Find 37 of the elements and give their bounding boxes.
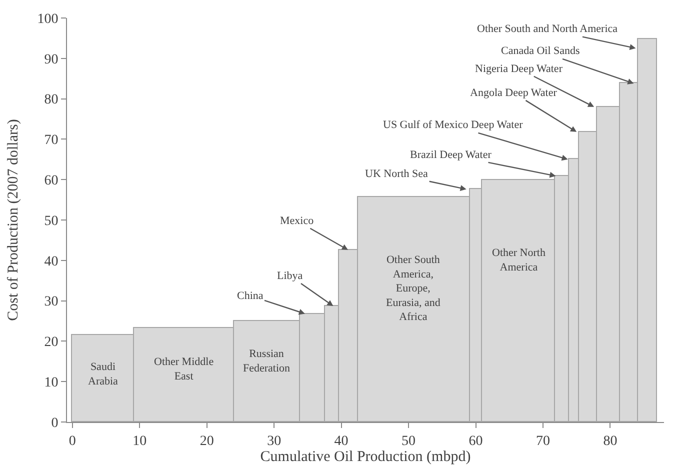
x-tick-label: 70 bbox=[536, 434, 550, 449]
y-tick-label: 80 bbox=[44, 92, 58, 108]
annotation: UK North Sea bbox=[365, 168, 428, 180]
y-tick-label: 30 bbox=[44, 294, 58, 310]
y-tick-label: 0 bbox=[51, 416, 58, 431]
x-tick-label: 40 bbox=[334, 434, 348, 449]
annotation: Other Middle East bbox=[154, 356, 214, 382]
x-axis-title: Cumulative Oil Production (mbpd) bbox=[260, 448, 471, 465]
annotation: Angola Deep Water bbox=[470, 87, 558, 99]
annotation: Canada Oil Sands bbox=[501, 45, 580, 57]
y-tick-label: 40 bbox=[44, 254, 58, 270]
y-tick-label: 70 bbox=[44, 133, 58, 148]
annotation: Brazil Deep Water bbox=[410, 149, 492, 161]
x-tick-label: 80 bbox=[603, 434, 618, 449]
annotation: Other South and North America bbox=[477, 23, 618, 35]
y-tick-label: 100 bbox=[37, 12, 58, 27]
annotation: Russian Federation bbox=[243, 348, 291, 374]
x-tick-label: 0 bbox=[68, 434, 76, 449]
x-tick-label: 60 bbox=[468, 434, 483, 449]
y-axis-title: Cost of Production (2007 dollars) bbox=[5, 119, 22, 321]
y-tick-label: 50 bbox=[44, 214, 58, 229]
y-tick-label: 20 bbox=[44, 335, 58, 350]
annotation: China bbox=[237, 290, 264, 302]
annotation: Saudi Arabia bbox=[88, 361, 118, 388]
y-tick-label: 10 bbox=[44, 376, 58, 390]
annotation: Other South America, Europe, Eurasia, and Africa bbox=[386, 254, 441, 324]
y-tick-label: 90 bbox=[44, 52, 58, 68]
y-tick-label: 60 bbox=[44, 174, 58, 188]
x-tick-label: 10 bbox=[132, 434, 147, 449]
annotation: Nigeria Deep Water bbox=[475, 63, 563, 75]
annotation: Other North America bbox=[492, 247, 546, 274]
x-tick-label: 20 bbox=[200, 434, 214, 449]
annotation: Mexico bbox=[280, 215, 314, 227]
x-tick-label: 50 bbox=[402, 434, 416, 449]
x-tick-label: 30 bbox=[267, 434, 282, 449]
annotation: US Gulf of Mexico Deep Water bbox=[383, 119, 524, 131]
annotation: Libya bbox=[277, 270, 303, 282]
